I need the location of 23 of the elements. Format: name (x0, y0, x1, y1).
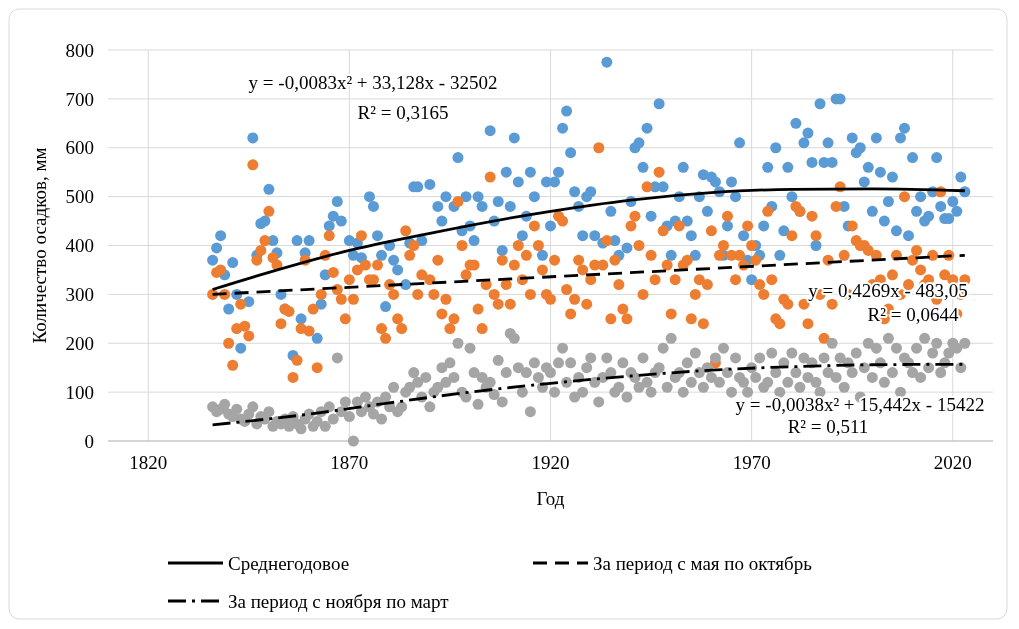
y-tick-label: 300 (65, 284, 94, 306)
legend-label: За период с ноября по март (228, 590, 450, 612)
x-tick-label: 1920 (531, 452, 570, 473)
x-tick-label: 2020 (933, 452, 972, 473)
y-axis-title: Количество осадков, мм (29, 147, 50, 344)
legend-label: За период с мая по октябрь (593, 552, 813, 574)
y-tick-label: 700 (65, 88, 94, 110)
y-tick-label: 400 (65, 235, 94, 257)
y-tick-label: 0 (84, 430, 94, 452)
x-tick-label: 1820 (129, 452, 168, 473)
x-tick-label: 1970 (732, 452, 771, 473)
y-tick-label: 600 (65, 137, 94, 159)
y-tick-label: 500 (65, 186, 94, 208)
y-tick-label: 800 (65, 39, 94, 61)
annotation: y = -0,0038x² + 15,442x - 15422 (735, 393, 985, 415)
x-tick-label: 1870 (330, 452, 369, 473)
annotation: y = -0,0083x² + 33,128x - 32502 (248, 71, 498, 93)
y-tick-label: 200 (65, 332, 94, 354)
annotation: R² = 0,3165 (357, 101, 449, 123)
legend-label: Среднегодовое (228, 552, 350, 574)
annotation: R² = 0,511 (787, 415, 869, 437)
x-axis-title: Год (536, 488, 565, 509)
y-tick-label: 100 (65, 381, 94, 403)
